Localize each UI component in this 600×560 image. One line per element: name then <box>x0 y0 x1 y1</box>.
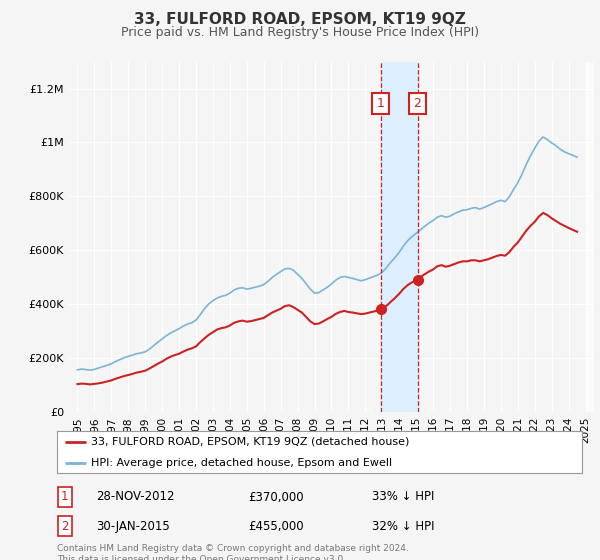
Text: £370,000: £370,000 <box>248 491 304 503</box>
Text: 33, FULFORD ROAD, EPSOM, KT19 9QZ (detached house): 33, FULFORD ROAD, EPSOM, KT19 9QZ (detac… <box>91 437 409 447</box>
Text: HPI: Average price, detached house, Epsom and Ewell: HPI: Average price, detached house, Epso… <box>91 458 392 468</box>
Bar <box>586 62 594 412</box>
Text: £455,000: £455,000 <box>248 520 304 533</box>
Text: 33% ↓ HPI: 33% ↓ HPI <box>372 491 434 503</box>
Text: 2: 2 <box>61 520 68 533</box>
Bar <box>380 62 418 412</box>
Text: 30-JAN-2015: 30-JAN-2015 <box>97 520 170 533</box>
Text: 28-NOV-2012: 28-NOV-2012 <box>97 491 175 503</box>
Text: Contains HM Land Registry data © Crown copyright and database right 2024.
This d: Contains HM Land Registry data © Crown c… <box>57 544 409 560</box>
Text: Price paid vs. HM Land Registry's House Price Index (HPI): Price paid vs. HM Land Registry's House … <box>121 26 479 39</box>
Text: 32% ↓ HPI: 32% ↓ HPI <box>372 520 434 533</box>
Text: 2: 2 <box>413 97 421 110</box>
Text: 1: 1 <box>61 491 68 503</box>
Text: 1: 1 <box>377 97 385 110</box>
Text: 33, FULFORD ROAD, EPSOM, KT19 9QZ: 33, FULFORD ROAD, EPSOM, KT19 9QZ <box>134 12 466 27</box>
